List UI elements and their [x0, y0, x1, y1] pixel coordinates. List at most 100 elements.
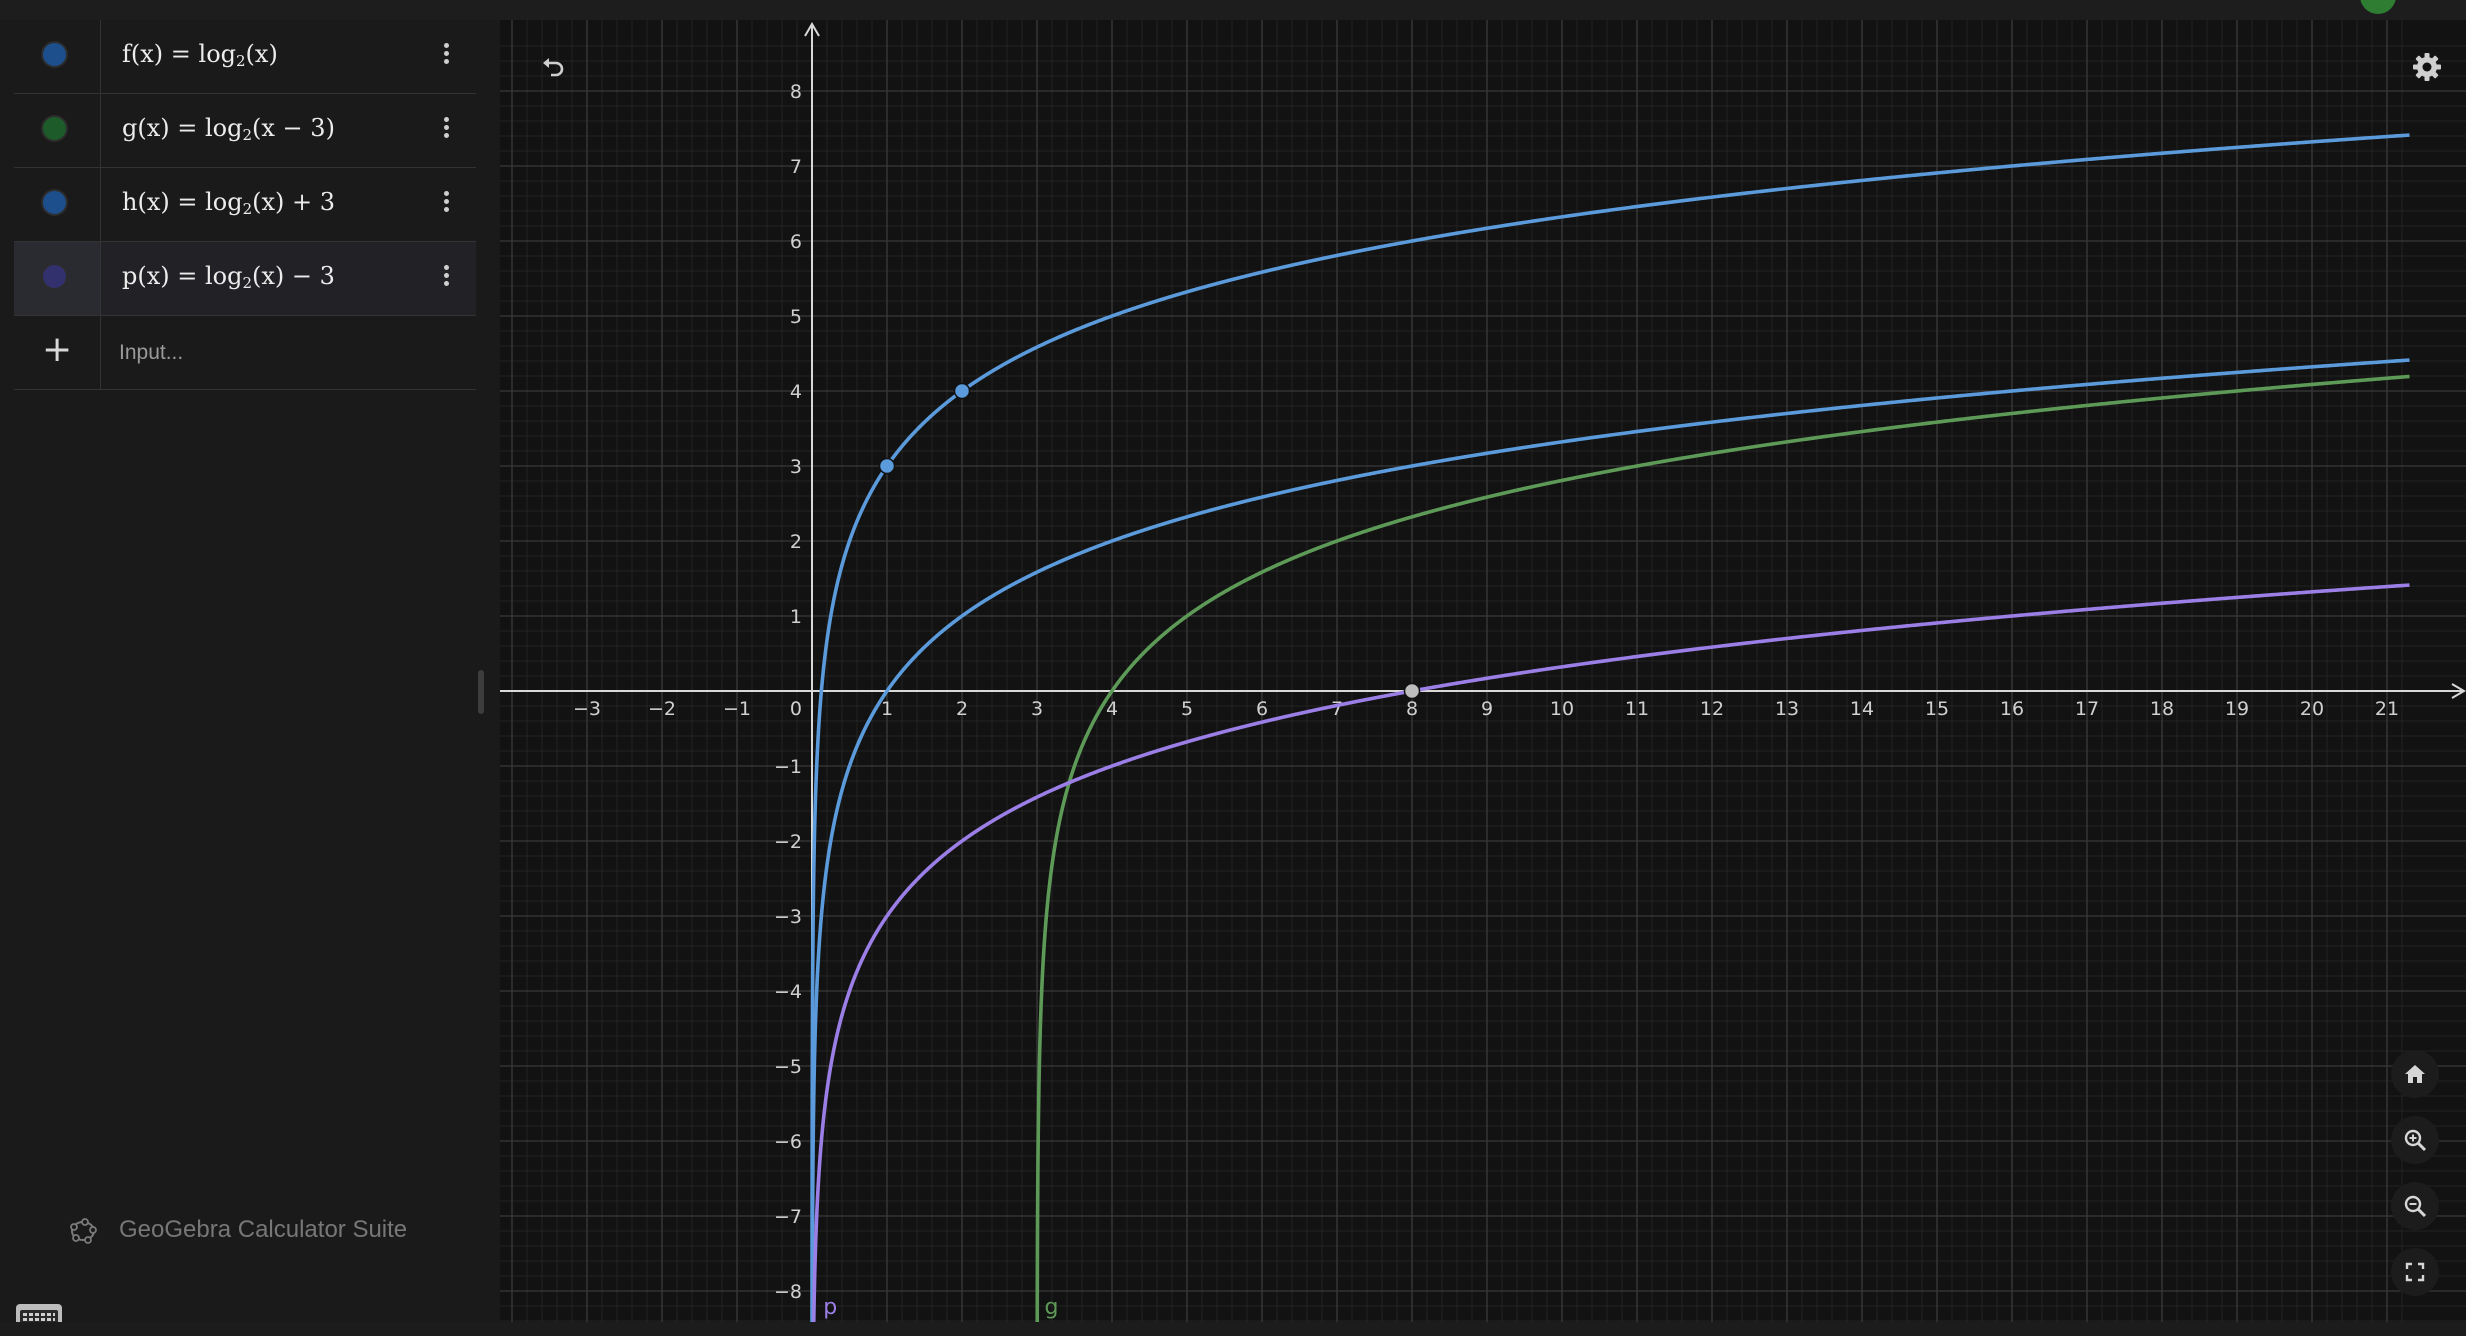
x-tick-label: 12: [1700, 698, 1724, 720]
x-tick-label: 11: [1625, 698, 1649, 720]
formula-subscript: 2: [236, 52, 246, 70]
brand-text: GeoGebra Calculator Suite: [119, 1216, 408, 1243]
formula-text: h(x) = log: [122, 188, 243, 216]
tick-labels: −3 −2 −1 1 2 3 4 5 6 7 8 9 10 11 12 13 14 15 16 17 18 19 20 21−…: [573, 81, 2399, 1303]
visibility-toggle-p[interactable]: [41, 263, 68, 290]
formula-text: (x) − 3: [252, 262, 335, 290]
algebra-row-f[interactable]: f(x) = log2(x): [14, 20, 476, 94]
algebra-row-h[interactable]: h(x) = log2(x) + 3: [14, 168, 476, 242]
fullscreen-icon: [2405, 1262, 2425, 1282]
curve-p: [811, 583, 2410, 1322]
algebra-input[interactable]: [117, 332, 461, 374]
graph-point: [878, 457, 896, 475]
curve-f: [810, 358, 2410, 1322]
y-tick-label: −4: [774, 981, 802, 1003]
algebra-row-g[interactable]: g(x) = log2(x − 3): [14, 94, 476, 168]
row-menu-button[interactable]: [440, 262, 452, 294]
row-menu-button[interactable]: [440, 40, 452, 72]
x-axis-arrow: [2451, 683, 2466, 699]
fullscreen-button[interactable]: [2391, 1248, 2439, 1296]
y-tick-label: −6: [774, 1131, 802, 1153]
formula-p[interactable]: p(x) = log2(x) − 3: [122, 262, 335, 292]
row-menu-button[interactable]: [440, 114, 452, 146]
formula-subscript: 2: [242, 200, 253, 218]
algebra-input-row: +: [14, 316, 476, 390]
y-axis-arrow: [804, 22, 820, 37]
axes: [500, 22, 2466, 1322]
y-tick-label: 7: [790, 156, 802, 178]
x-tick-label: 14: [1850, 698, 1874, 720]
zoom-out-button[interactable]: [2391, 1182, 2439, 1230]
settings-button[interactable]: [2400, 40, 2448, 88]
y-tick-label: 8: [790, 81, 802, 103]
geogebra-logo-icon: [70, 1218, 97, 1244]
points: [878, 382, 1421, 700]
undo-button[interactable]: [528, 42, 576, 90]
y-tick-label: 5: [790, 306, 802, 328]
x-tick-label: 17: [2075, 698, 2099, 720]
x-tick-label: 15: [1925, 698, 1949, 720]
formula-f[interactable]: f(x) = log2(x): [122, 40, 278, 70]
x-tick-label: 2: [956, 698, 968, 720]
curve-h: [810, 133, 2410, 1322]
x-tick-label: 4: [1106, 698, 1118, 720]
graph-point: [953, 382, 971, 400]
formula-text: (x − 3): [252, 114, 335, 142]
marble-cell: [14, 94, 101, 167]
y-tick-label: −3: [774, 906, 802, 928]
graph-canvas[interactable]: −3 −2 −1 1 2 3 4 5 6 7 8 9 10 11 12 13 14 15 16 17 18 19 20 21−…: [500, 20, 2466, 1322]
algebra-row-p[interactable]: p(x) = log2(x) − 3: [14, 242, 476, 316]
curve-label-g: g: [1045, 1295, 1059, 1320]
visibility-toggle-h[interactable]: [41, 189, 68, 216]
formula-h[interactable]: h(x) = log2(x) + 3: [122, 188, 335, 218]
row-menu-button[interactable]: [440, 188, 452, 220]
y-tick-label: −5: [774, 1056, 802, 1078]
visibility-toggle-f[interactable]: [41, 41, 68, 68]
formula-text: (x) + 3: [252, 188, 336, 216]
formula-subscript: 2: [242, 274, 253, 292]
add-cell: +: [14, 316, 101, 389]
formula-subscript: 2: [242, 126, 253, 144]
x-tick-label: 5: [1181, 698, 1193, 720]
y-tick-label: 6: [790, 231, 802, 253]
x-tick-label: 7: [1331, 698, 1343, 720]
y-tick-label: 4: [790, 381, 802, 403]
grid-minor: [500, 20, 2466, 1322]
marble-cell: [14, 242, 101, 315]
visibility-toggle-g[interactable]: [41, 115, 68, 142]
x-tick-label: 1: [881, 698, 893, 720]
formula-text: p(x) = log: [122, 262, 243, 290]
y-tick-label: 2: [790, 531, 802, 553]
undo-icon: [543, 58, 564, 77]
zoom-out-icon: [2404, 1195, 2427, 1218]
x-tick-label: 10: [1550, 698, 1574, 720]
x-tick-label: 9: [1481, 698, 1493, 720]
x-tick-label: −3: [573, 698, 601, 720]
graphics-view[interactable]: −3 −2 −1 1 2 3 4 5 6 7 8 9 10 11 12 13 14 15 16 17 18 19 20 21−…: [500, 20, 2466, 1322]
origin-label: 0: [790, 698, 802, 720]
x-tick-label: 16: [2000, 698, 2024, 720]
plus-icon[interactable]: +: [42, 329, 73, 370]
x-tick-label: 18: [2150, 698, 2174, 720]
zoom-in-icon: [2404, 1129, 2427, 1152]
formula-text: g(x) = log: [122, 114, 243, 142]
x-tick-label: 13: [1775, 698, 1799, 720]
home-icon: [2405, 1065, 2425, 1083]
home-button[interactable]: [2391, 1050, 2439, 1098]
y-tick-label: −1: [774, 756, 802, 778]
avatar[interactable]: [2360, 0, 2396, 14]
formula-text: f(x) = log: [122, 40, 236, 68]
panel-resize-handle[interactable]: [478, 670, 484, 714]
curve-g: [1035, 374, 2410, 1322]
top-bar: [0, 0, 2466, 20]
marble-cell: [14, 20, 101, 93]
y-tick-label: −7: [774, 1206, 802, 1228]
formula-g[interactable]: g(x) = log2(x − 3): [122, 114, 335, 144]
zoom-in-button[interactable]: [2391, 1116, 2439, 1164]
x-tick-label: 8: [1406, 698, 1418, 720]
algebra-panel: f(x) = log2(x) g(x) = log2(x − 3) h(x) =…: [0, 20, 500, 1334]
x-tick-label: 20: [2300, 698, 2324, 720]
marble-cell: [14, 168, 101, 241]
grid-major: [500, 20, 2466, 1322]
